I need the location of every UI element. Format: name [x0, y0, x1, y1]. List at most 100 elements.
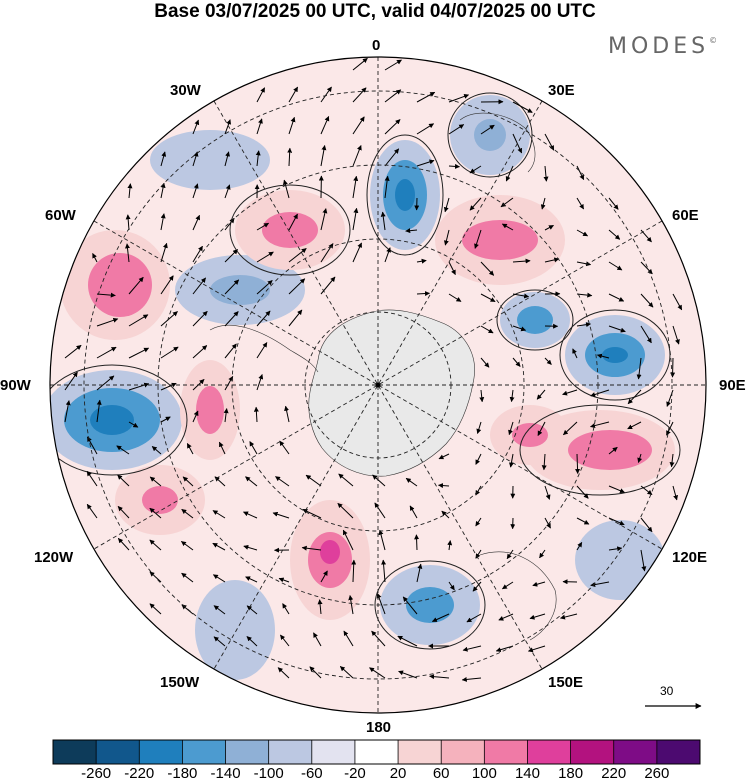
wind-arrow: [576, 261, 592, 267]
wind-arrow: [275, 476, 290, 487]
wind-arrow: [640, 485, 653, 495]
wind-arrow: [192, 214, 200, 231]
wind-arrow: [128, 347, 150, 359]
wind-arrow: [447, 540, 453, 551]
wind-arrow: [480, 261, 495, 276]
wind-arrow: [192, 119, 200, 135]
wind-arrow: [302, 508, 322, 519]
wind-arrow: [64, 371, 78, 391]
wind-arrow: [160, 416, 171, 423]
wind-arrow: [544, 357, 552, 365]
wind-arrow: [127, 183, 133, 199]
wind-arrow: [246, 636, 258, 647]
wind-arrow: [256, 251, 274, 263]
colorbar-swatch: [656, 740, 701, 764]
colorbar-tick-label: 180: [558, 765, 584, 782]
wind-arrow: [181, 572, 194, 583]
wind-arrow: [608, 485, 625, 493]
wind-arrow: [608, 546, 623, 552]
wind-arrow: [116, 445, 130, 455]
wind-arrow: [256, 280, 273, 295]
wind-arrow: [576, 229, 589, 237]
wind-arrow: [448, 261, 456, 276]
anomaly-shading: [462, 220, 538, 260]
colorbar-ticks: -260 -220 -180 -140 -100 -60 -20 20 60 100 140 180 2…: [0, 765, 750, 783]
wind-arrow: [429, 674, 450, 680]
colorbar-swatch: [96, 740, 140, 764]
wind-arrow: [640, 517, 653, 533]
colorbar-tick-label: -260: [81, 765, 112, 782]
colorbar-tick-label: -60: [300, 765, 323, 782]
wind-arrow: [352, 207, 359, 231]
wind-arrow: [338, 473, 354, 487]
wind-arrow: [512, 293, 530, 299]
wind-arrow: [416, 291, 430, 297]
wind-arrow: [284, 405, 290, 423]
wind-arrow: [384, 175, 390, 199]
wind-arrow: [352, 87, 367, 103]
wind-arrow: [438, 453, 450, 460]
wind-arrow: [223, 408, 229, 423]
wind-arrow: [441, 510, 450, 519]
colorbar-tick-label: -20: [344, 765, 366, 782]
wind-arrow: [474, 229, 482, 249]
wind-arrow: [282, 603, 290, 615]
wind-arrow: [527, 645, 546, 653]
wind-arrow: [539, 549, 546, 559]
wind-arrow: [475, 517, 482, 527]
wind-arrow: [192, 410, 199, 423]
wind-arrow: [562, 389, 578, 396]
wind-arrow: [96, 399, 102, 423]
wind-arrow: [352, 57, 368, 71]
wind-arrow: [287, 147, 293, 167]
lon-label-150e: 150E: [548, 674, 584, 691]
wind-arrow: [512, 325, 527, 332]
wind-arrow: [212, 574, 226, 583]
wind-arrow: [149, 476, 162, 487]
wind-arrow: [672, 325, 680, 345]
wind-arrow: [249, 441, 258, 455]
anomaly-shading: [196, 386, 224, 434]
wind-arrow: [305, 474, 322, 487]
wind-vectors: [64, 57, 683, 682]
wind-arrow: [117, 474, 130, 487]
wind-arrow: [224, 151, 230, 167]
contour-line: [50, 364, 188, 476]
wind-arrow: [256, 374, 264, 391]
anomaly-shading: [568, 430, 652, 470]
lon-label-30w: 30W: [170, 82, 201, 99]
wind-arrow: [243, 511, 258, 519]
wind-arrow: [125, 243, 130, 263]
wind-arrow: [576, 292, 593, 298]
wind-arrow: [608, 325, 626, 333]
wind-arrow: [343, 630, 354, 647]
wind-arrow: [560, 613, 578, 620]
wind-arrow: [337, 502, 354, 519]
wind-arrow: [160, 346, 179, 359]
wind-arrow: [505, 165, 514, 182]
colorbar-swatch: [182, 740, 226, 764]
wind-arrow: [512, 258, 531, 264]
wind-arrow: [320, 570, 328, 583]
wind-arrow: [469, 165, 482, 174]
anomaly-shading: [150, 130, 270, 190]
wind-arrow: [608, 517, 625, 526]
wind-arrow: [255, 150, 261, 167]
colorbar-tick-label: 20: [389, 765, 407, 782]
wind-arrow: [245, 576, 258, 583]
wind-arrow: [501, 223, 514, 231]
plot-title: Base 03/07/2025 00 UTC, valid 04/07/2025…: [154, 1, 596, 22]
wind-arrow: [192, 183, 199, 199]
wind-arrow: [125, 214, 131, 231]
wind-arrow: [280, 634, 290, 647]
colorbar-tick-label: 60: [432, 765, 450, 782]
colorbar-swatch: [613, 740, 658, 764]
wind-arrow: [160, 182, 166, 199]
colorbar-swatch: [53, 740, 97, 764]
wind-arrow: [576, 485, 589, 499]
colorbar-swatch: [570, 740, 615, 764]
wind-arrow: [640, 325, 652, 344]
wind-arrow: [572, 348, 578, 359]
wind-arrow: [448, 293, 462, 302]
wind-arrow: [224, 249, 238, 263]
